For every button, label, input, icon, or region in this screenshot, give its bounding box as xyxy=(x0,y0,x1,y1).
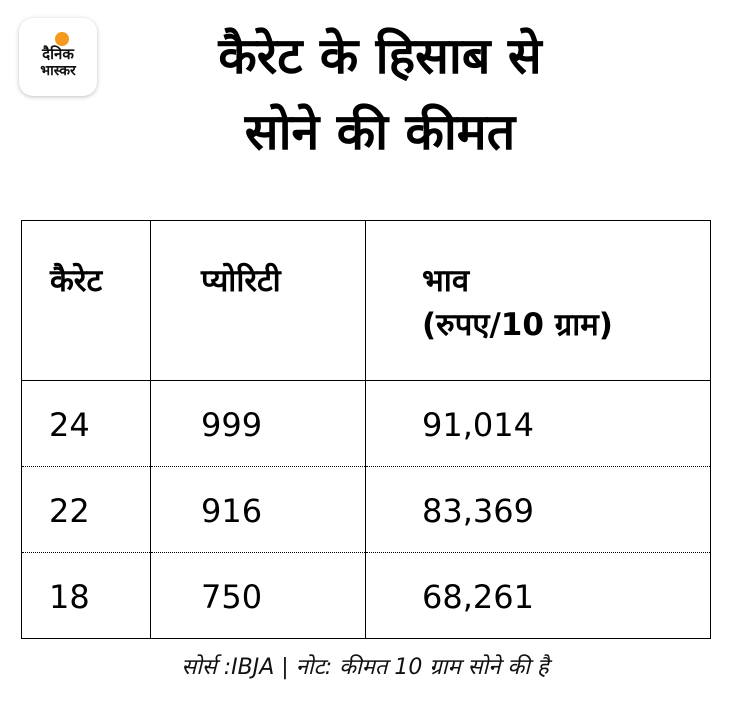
header-price: भाव (रुपए/10 ग्राम) xyxy=(365,220,711,381)
table-row: 24 999 91,014 xyxy=(21,380,711,467)
header-price-unit: (रुपए/10 ग्राम) xyxy=(422,307,613,343)
table-header-row: कैरेट प्योरिटी भाव (रुपए/10 ग्राम) xyxy=(21,220,711,381)
sun-icon xyxy=(55,32,69,46)
cell-purity: 999 xyxy=(150,380,366,467)
cell-price: 68,261 xyxy=(365,552,711,639)
logo-text-line2: भास्कर xyxy=(40,63,76,79)
cell-price: 91,014 xyxy=(365,380,711,467)
header-purity: प्योरिटी xyxy=(150,220,366,381)
cell-karat: 22 xyxy=(21,466,151,553)
cell-karat: 24 xyxy=(21,380,151,467)
cell-purity: 916 xyxy=(150,466,366,553)
title-line2: सोने की कीमत xyxy=(244,103,516,161)
cell-price: 83,369 xyxy=(365,466,711,553)
source-footnote: सोर्स :IBJA | नोट: कीमत 10 ग्राम सोने की… xyxy=(181,655,549,680)
logo-text-line1: दैनिक xyxy=(42,45,74,63)
dainik-bhaskar-logo: दैनिक भास्कर xyxy=(19,18,97,96)
cell-karat: 18 xyxy=(21,552,151,639)
header-karat: कैरेट xyxy=(21,220,151,381)
table-row: 22 916 83,369 xyxy=(21,466,711,553)
page-title: कैरेट के हिसाब से सोने की कीमत xyxy=(120,18,640,170)
table-row: 18 750 68,261 xyxy=(21,552,711,639)
header-purity-label: प्योरिटी xyxy=(201,263,281,299)
header-price-label: भाव xyxy=(422,263,470,299)
title-line1: कैरेट के हिसाब से xyxy=(218,27,542,85)
header-karat-label: कैरेट xyxy=(50,263,103,299)
cell-purity: 750 xyxy=(150,552,366,639)
gold-price-table: कैरेट प्योरिटी भाव (रुपए/10 ग्राम) 24 99… xyxy=(21,220,711,639)
